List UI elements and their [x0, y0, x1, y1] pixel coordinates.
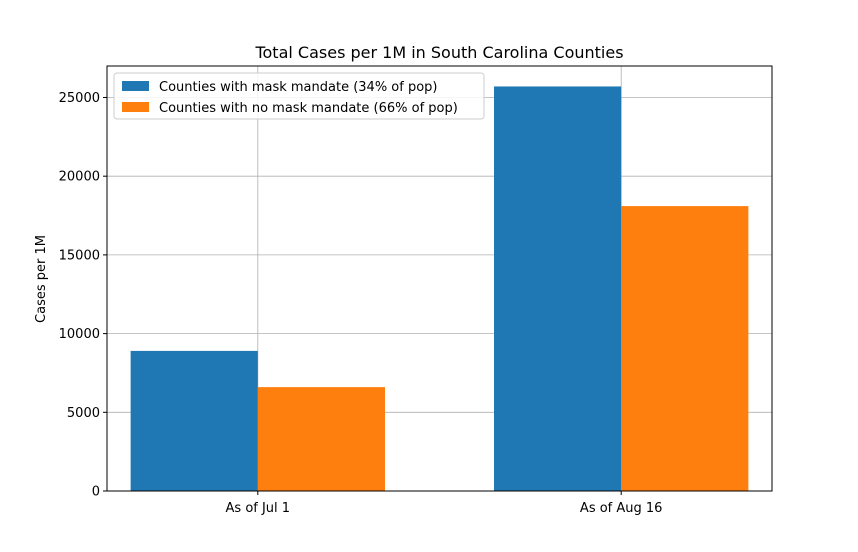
x-tick-label: As of Aug 16 — [580, 501, 663, 516]
legend-box — [113, 72, 485, 120]
bar-no-mask-mandate — [257, 387, 385, 491]
x-tick-label: As of Jul 1 — [226, 501, 291, 516]
y-tick-label: 25000 — [59, 91, 100, 106]
y-axis-label: Cases per 1M — [34, 235, 49, 323]
legend-label: Counties with mask mandate (34% of pop) — [159, 80, 438, 95]
bar-no-mask-mandate — [621, 206, 749, 491]
plot-frame — [106, 65, 773, 492]
y-tick-label: 15000 — [59, 248, 100, 263]
y-tick-label: 5000 — [67, 406, 100, 421]
y-tick-label: 20000 — [59, 170, 100, 185]
y-tick-label: 10000 — [59, 327, 100, 342]
bars — [130, 86, 749, 492]
legend-swatch — [122, 81, 149, 91]
legend: Counties with mask mandate (34% of pop) C… — [113, 72, 485, 120]
bar-mask-mandate — [130, 350, 258, 491]
x-axis-ticks: As of Jul 1 As of Aug 16 — [226, 491, 663, 516]
legend-swatch — [122, 102, 149, 112]
axes — [106, 65, 773, 492]
bar-mask-mandate — [494, 86, 622, 492]
y-tick-label: 0 — [92, 485, 100, 500]
legend-label: Counties with no mask mandate (66% of po… — [159, 101, 458, 116]
y-axis-ticks: 0 5000 10000 15000 20000 25000 — [59, 91, 107, 500]
chart-title: Total Cases per 1M in South Carolina Cou… — [254, 43, 623, 62]
